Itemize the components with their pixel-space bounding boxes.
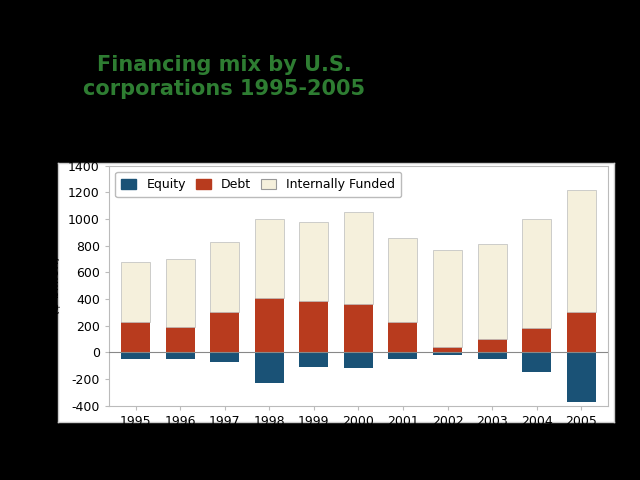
Bar	[344, 352, 373, 368]
Bar	[388, 238, 417, 322]
Bar	[121, 352, 150, 359]
Bar	[433, 250, 462, 347]
Bar	[433, 352, 462, 355]
Bar	[121, 262, 150, 322]
Bar	[210, 312, 239, 352]
Bar	[477, 339, 507, 352]
Bar	[567, 312, 596, 352]
Bar	[522, 352, 551, 372]
Bar	[166, 327, 195, 352]
Bar	[344, 212, 373, 304]
Bar	[522, 327, 551, 352]
Bar	[567, 352, 596, 402]
Legend: Equity, Debt, Internally Funded: Equity, Debt, Internally Funded	[115, 172, 401, 197]
Bar	[388, 352, 417, 359]
X-axis label: Year: Year	[344, 433, 373, 447]
Bar	[255, 219, 284, 298]
Bar	[567, 190, 596, 312]
Bar	[210, 241, 239, 312]
Bar	[121, 322, 150, 352]
Bar	[166, 259, 195, 327]
Bar	[433, 347, 462, 352]
Bar	[255, 352, 284, 383]
Bar	[344, 304, 373, 352]
Text: Financing mix by U.S.: Financing mix by U.S.	[97, 55, 351, 75]
Bar	[300, 352, 328, 367]
Bar	[255, 298, 284, 352]
Bar	[300, 222, 328, 301]
Bar	[166, 352, 195, 359]
Bar	[300, 301, 328, 352]
Bar	[522, 219, 551, 327]
Bar	[388, 322, 417, 352]
Bar	[477, 352, 507, 359]
Bar	[210, 352, 239, 361]
Text: corporations 1995-2005: corporations 1995-2005	[83, 79, 365, 99]
Bar	[477, 244, 507, 339]
Y-axis label: Funding of Capital Expenditures
($ billion): Funding of Capital Expenditures ($ billi…	[35, 186, 62, 385]
